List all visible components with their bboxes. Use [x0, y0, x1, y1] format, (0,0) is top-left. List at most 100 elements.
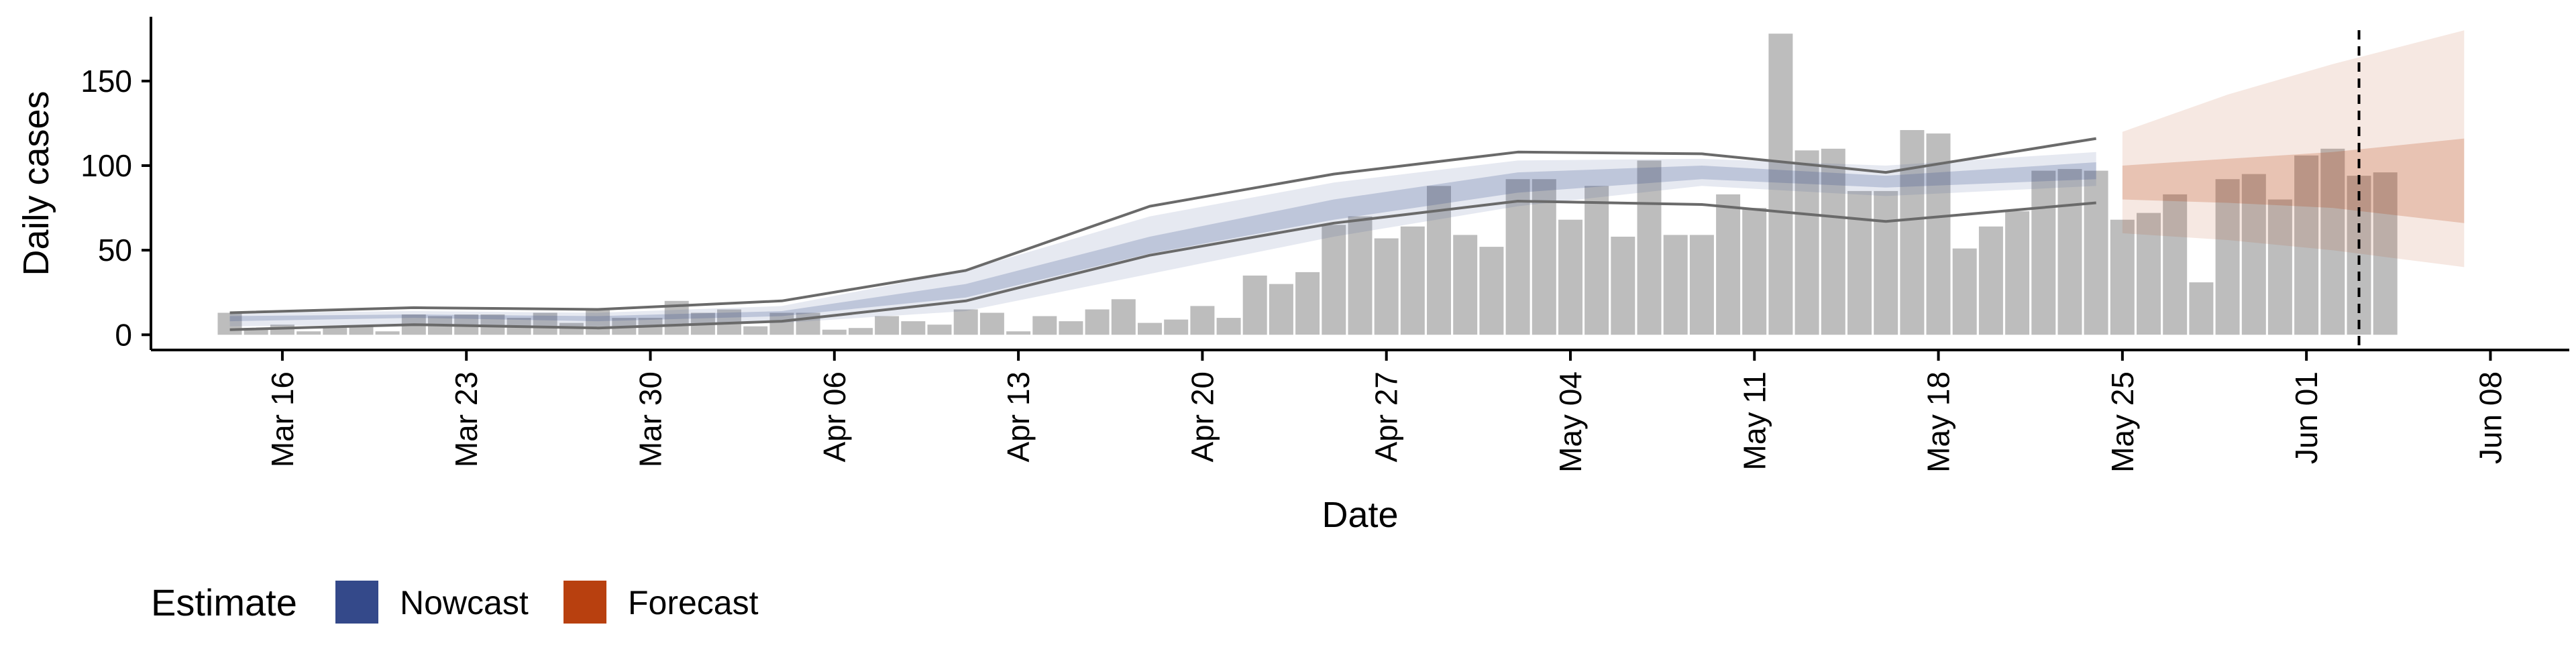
y-tick-label: 50 — [98, 233, 132, 268]
legend-swatch-nowcast — [335, 581, 378, 624]
case-bar — [1847, 190, 1872, 335]
case-bar — [2137, 213, 2161, 335]
case-bar — [743, 326, 768, 335]
y-axis-title: Daily cases — [16, 91, 56, 276]
case-bar — [1716, 194, 1741, 335]
nowcast-upper-line — [229, 137, 2097, 314]
case-bar — [1059, 321, 1083, 335]
case-bar — [1085, 309, 1110, 335]
case-bar — [244, 328, 268, 335]
case-bar — [979, 312, 1004, 335]
case-bar — [1952, 248, 1977, 335]
x-tick-label: Mar 16 — [265, 371, 300, 467]
case-bar — [2110, 219, 2135, 335]
case-bar — [1322, 225, 1346, 335]
case-bar — [769, 312, 794, 335]
x-tick-label: May 18 — [1921, 371, 1956, 473]
case-bar — [875, 316, 900, 335]
case-bar — [2189, 282, 2214, 335]
x-tick-label: Apr 13 — [1001, 371, 1036, 463]
case-bar — [1269, 284, 1293, 335]
axes-layer: 0 50 100 150 Mar 16 Mar 23 Mar 30 Apr 06 Apr 13 A… — [80, 17, 2569, 473]
case-bar — [1900, 130, 1925, 335]
legend: Estimate Nowcast Forecast — [151, 581, 759, 624]
case-bar — [1532, 179, 1556, 335]
y-tick-label: 150 — [80, 64, 132, 99]
case-bar — [1585, 186, 1609, 335]
x-tick-label: May 04 — [1553, 371, 1588, 473]
case-bar — [2057, 169, 2082, 335]
case-bar — [1453, 235, 1478, 335]
case-bar — [1374, 238, 1399, 335]
case-bar — [1400, 226, 1425, 335]
x-tick-label: May 11 — [1737, 371, 1772, 470]
forecast-band-50 — [2122, 138, 2465, 223]
case-bar — [1190, 306, 1215, 335]
case-bar — [2084, 170, 2108, 335]
case-bar — [1637, 160, 1662, 335]
case-bar — [2163, 194, 2188, 335]
case-bar — [849, 328, 873, 335]
case-bar — [901, 321, 926, 335]
case-bar — [1663, 235, 1688, 335]
case-bar — [2241, 174, 2266, 335]
case-bar — [349, 326, 374, 335]
case-bar — [1295, 272, 1320, 335]
x-axis-title: Date — [1322, 495, 1398, 535]
case-bar — [1768, 34, 1793, 335]
case-bar — [1138, 322, 1162, 335]
x-tick-label: May 25 — [2105, 371, 2140, 473]
case-bar — [1821, 148, 1845, 335]
x-tick-label: Apr 06 — [817, 371, 852, 463]
legend-label-nowcast: Nowcast — [400, 584, 529, 622]
case-bar — [1978, 226, 2003, 335]
case-bar — [323, 326, 347, 335]
case-bar — [1242, 276, 1267, 335]
case-bar — [1874, 190, 1898, 335]
case-bar — [2294, 155, 2319, 335]
case-bar — [1742, 208, 1767, 335]
case-bar — [927, 325, 952, 335]
case-bar — [1111, 299, 1136, 335]
case-bar — [533, 312, 557, 335]
case-bar — [953, 309, 978, 335]
bars-layer — [217, 34, 2398, 335]
case-bar — [297, 331, 321, 335]
case-bar — [1926, 133, 1951, 335]
nowcast-lower-line — [229, 200, 2096, 331]
case-bar — [822, 329, 847, 335]
case-bar — [1611, 237, 1635, 335]
x-tick-label: Mar 30 — [633, 371, 668, 467]
case-bar — [2373, 172, 2398, 335]
legend-label-forecast: Forecast — [628, 584, 759, 622]
case-bar — [2005, 211, 2030, 335]
case-bar — [1794, 150, 1819, 335]
forecast-band-90 — [2122, 30, 2465, 268]
case-bar — [1689, 235, 1714, 335]
x-tick-label: Jun 08 — [2473, 371, 2508, 464]
case-bar — [1348, 216, 1373, 335]
x-tick-label: Jun 01 — [2289, 371, 2324, 464]
case-bar — [1479, 247, 1504, 335]
x-tick-label: Apr 20 — [1185, 371, 1220, 463]
bands-layer — [229, 30, 2465, 350]
case-bar — [1032, 316, 1057, 335]
case-bar — [2267, 199, 2292, 335]
case-bar — [1164, 319, 1189, 335]
case-bar — [2031, 170, 2056, 335]
y-tick-label: 0 — [115, 317, 132, 352]
case-bar — [1006, 331, 1031, 335]
nowcast-band-50 — [229, 162, 2096, 322]
x-tick-label: Mar 23 — [449, 371, 484, 467]
case-bar — [586, 309, 610, 335]
x-tick-label: Apr 27 — [1369, 371, 1404, 463]
y-tick-label: 100 — [80, 148, 132, 183]
case-bar — [217, 312, 242, 335]
case-bar — [375, 331, 400, 335]
case-bar — [2320, 148, 2345, 335]
nowcast-band-90 — [229, 152, 2096, 327]
case-bar — [1558, 219, 1582, 335]
legend-swatch-forecast — [564, 581, 606, 624]
